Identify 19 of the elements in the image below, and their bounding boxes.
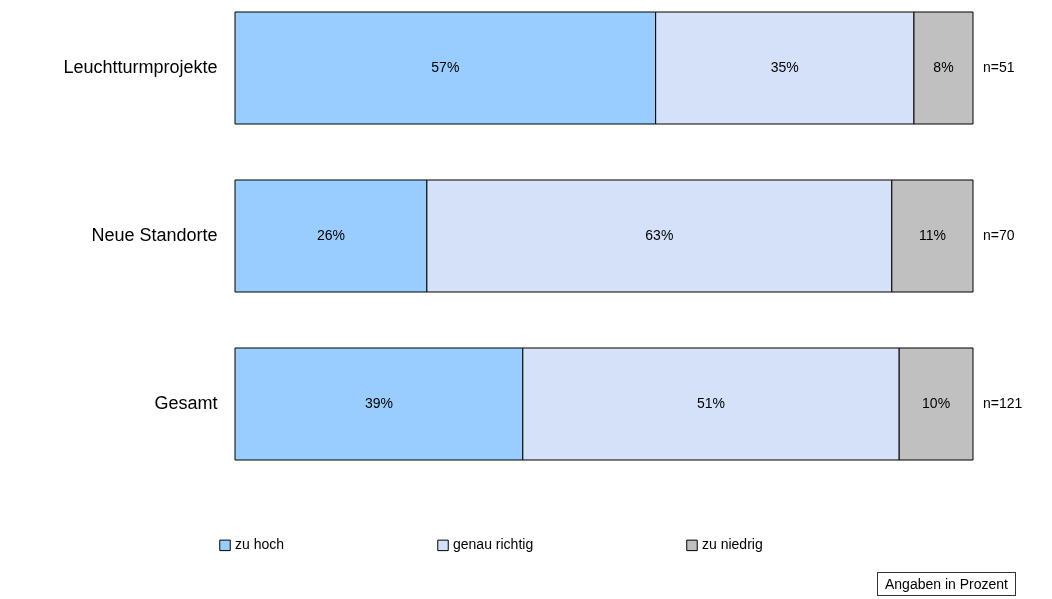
data-label: 11% [918,227,946,243]
data-label: 39% [364,395,393,411]
text: n=121 [983,395,1023,411]
data-label: 35% [770,59,799,75]
legend-label: zu hoch [235,536,285,553]
data-label: 10% [922,395,951,411]
text: Angaben in Prozent [877,572,1016,596]
data-label: 8% [933,59,954,75]
y-tick-label: Neue Standorte [91,225,218,245]
legend-label: genau richtig [453,536,534,553]
data-label: 51% [696,395,726,411]
legend-label: zu niedrig [702,536,763,553]
data-label: 57% [431,59,460,75]
text: n=70 [983,227,1015,243]
data-label: 26% [316,227,345,243]
y-tick-label: Leuchtturmprojekte [63,57,218,77]
data-label: 63% [645,227,674,243]
y-tick-label: Gesamt [154,393,218,413]
text: n=51 [983,59,1015,75]
